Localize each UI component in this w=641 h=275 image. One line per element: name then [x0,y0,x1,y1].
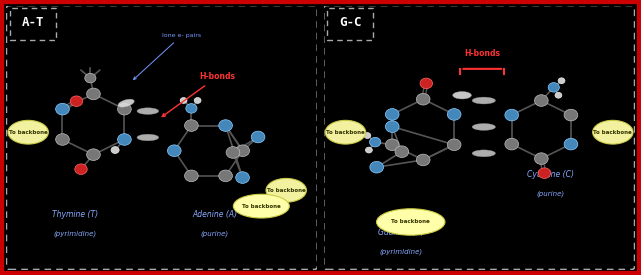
Ellipse shape [376,209,445,235]
Circle shape [385,109,399,120]
Circle shape [167,145,181,156]
FancyBboxPatch shape [6,6,317,270]
Text: Cytosine (C): Cytosine (C) [527,170,574,179]
Circle shape [370,161,383,173]
Circle shape [87,88,100,100]
Ellipse shape [8,120,48,144]
Text: To backbone: To backbone [242,204,281,209]
Circle shape [395,146,409,158]
Text: H-bonds: H-bonds [162,72,235,117]
Circle shape [219,170,233,182]
Text: G-C: G-C [339,16,362,29]
Text: To backbone: To backbone [267,188,306,193]
Ellipse shape [233,194,289,218]
Circle shape [417,154,430,166]
Text: To backbone: To backbone [594,130,632,135]
Text: (purine): (purine) [201,230,229,237]
Circle shape [85,73,96,83]
Circle shape [117,134,131,145]
Text: (purine): (purine) [537,191,565,197]
Text: To backbone: To backbone [9,130,47,135]
Text: Thymine (T): Thymine (T) [52,210,98,219]
Text: Guanine (G): Guanine (G) [378,228,424,237]
Text: Adenine (A): Adenine (A) [192,210,237,219]
Ellipse shape [137,134,159,141]
Circle shape [417,94,430,105]
Text: (pyrimidine): (pyrimidine) [53,230,96,237]
Ellipse shape [266,178,306,202]
Text: H-bonds: H-bonds [464,49,500,58]
FancyBboxPatch shape [327,8,374,40]
Text: lone e- pairs: lone e- pairs [133,33,201,79]
Ellipse shape [472,150,495,157]
Circle shape [111,147,119,153]
Circle shape [71,96,83,106]
Circle shape [56,103,69,115]
Ellipse shape [472,123,495,130]
Circle shape [365,147,372,153]
Circle shape [555,92,562,98]
Circle shape [447,109,461,120]
Text: To backbone: To backbone [392,219,430,224]
Ellipse shape [325,120,365,144]
Ellipse shape [593,120,633,144]
Ellipse shape [472,97,495,104]
Circle shape [251,131,265,143]
Circle shape [117,103,131,115]
FancyBboxPatch shape [10,8,56,40]
Text: To backbone: To backbone [326,130,365,135]
Circle shape [87,149,100,161]
Ellipse shape [118,99,134,107]
Circle shape [505,138,519,150]
Circle shape [535,95,548,106]
Circle shape [364,133,370,138]
Circle shape [369,138,381,147]
Circle shape [548,82,560,92]
Ellipse shape [453,92,471,99]
FancyBboxPatch shape [324,6,635,270]
Circle shape [219,120,233,131]
Circle shape [236,172,249,183]
Circle shape [535,153,548,164]
Circle shape [56,134,69,145]
Circle shape [558,78,565,84]
Circle shape [75,164,87,174]
Circle shape [420,78,433,89]
Circle shape [236,145,249,156]
Circle shape [226,147,240,158]
Circle shape [185,170,198,182]
Text: (pyrimidine): (pyrimidine) [380,249,423,255]
Text: A-T: A-T [22,16,44,29]
Circle shape [564,109,578,121]
Circle shape [185,120,198,131]
Circle shape [385,121,399,133]
Circle shape [180,98,187,103]
Circle shape [505,109,519,121]
Circle shape [564,138,578,150]
Circle shape [194,98,201,103]
Circle shape [538,168,551,178]
Circle shape [186,104,197,113]
Circle shape [385,139,399,151]
Ellipse shape [137,108,159,114]
Circle shape [447,139,461,151]
